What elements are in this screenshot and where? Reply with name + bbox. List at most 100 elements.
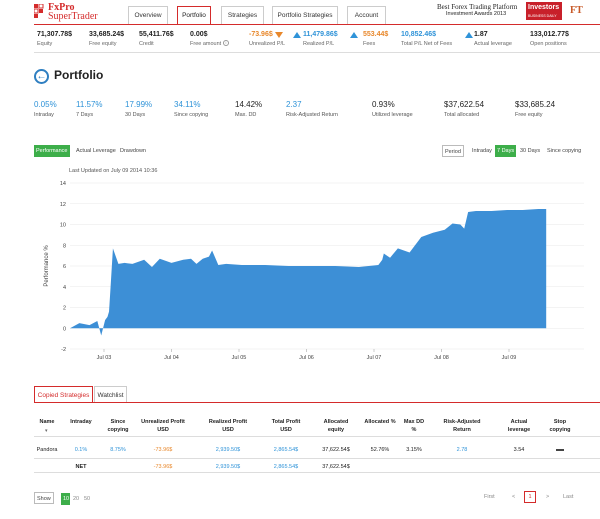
metric-value-risk-adjusted-return: 2.37	[286, 100, 302, 109]
nav-account[interactable]: Account	[347, 6, 386, 24]
tab-copied-strategies[interactable]: Copied Strategies	[34, 386, 93, 403]
table-header-allocated-equity[interactable]: Allocated equity	[323, 419, 349, 433]
table-cell: 2,865.54$	[273, 447, 299, 453]
table-cell[interactable]: Pandora	[36, 447, 58, 453]
table-header-since-copying[interactable]: Since copying	[107, 419, 129, 433]
table-header-unrealized-profit-usd[interactable]: Unrealized Profit USD	[141, 419, 185, 433]
performance-area	[70, 208, 547, 336]
nav-portfolio[interactable]: Portfolio	[177, 6, 211, 24]
table-header-stop-copying[interactable]: Stop copying	[549, 419, 571, 433]
y-tick-label: 8	[63, 243, 66, 249]
page-size-50[interactable]: 50	[84, 496, 91, 502]
x-tick-label: Jul 04	[164, 355, 179, 361]
table-header-actual-leverage[interactable]: Actual leverage	[507, 419, 531, 433]
table-header-name[interactable]: Name	[39, 419, 55, 425]
y-tick-label: 10	[60, 223, 66, 229]
table-cell: 37,622.54$	[322, 447, 350, 453]
table-divider	[34, 436, 600, 437]
stat-value-free-amount: 0.00$	[190, 31, 208, 38]
metric-label-total-allocated: Total allocated	[444, 112, 480, 118]
table-header-realized-profit-usd[interactable]: Realized Profit USD	[208, 419, 248, 433]
stat-label-actual-leverage: Actual leverage	[474, 41, 512, 47]
table-cell: -73.96$	[153, 464, 173, 470]
period-since-copying[interactable]: Since copying	[547, 148, 582, 154]
tab-underline	[34, 402, 600, 403]
y-tick-label: 0	[63, 326, 66, 332]
triangle-down-icon	[275, 32, 283, 38]
pagination-prev[interactable]: <	[512, 494, 516, 500]
table-cell: NET	[75, 464, 87, 470]
chart-tab-performance[interactable]: Performance	[34, 145, 70, 157]
x-tick-label: Jul 05	[232, 355, 247, 361]
chart-tab-actual-leverage[interactable]: Actual Leverage	[76, 148, 116, 154]
nav-underline	[34, 24, 600, 25]
back-arrow-icon[interactable]: ←	[34, 69, 49, 84]
chart-tab-drawdown[interactable]: Drawdown	[120, 148, 146, 154]
metric-label-max-dd: Max. DD	[235, 112, 257, 118]
nav-overview[interactable]: Overview	[128, 6, 168, 24]
period-intraday[interactable]: Intraday	[472, 148, 492, 154]
pagination-next[interactable]: >	[546, 494, 550, 500]
period-button[interactable]: Period	[442, 145, 464, 157]
metric-label-intraday: Intraday	[34, 112, 54, 118]
pagination-last[interactable]: Last	[563, 494, 574, 500]
y-tick-label: -2	[61, 347, 66, 353]
award-subtitle: Investment Awards 2013	[446, 11, 507, 17]
pagination-first[interactable]: First	[484, 494, 495, 500]
triangle-up-icon	[465, 32, 473, 38]
page-size-20[interactable]: 20	[73, 496, 80, 502]
table-cell: 0.1%	[74, 447, 88, 453]
info-icon[interactable]: i	[223, 40, 229, 46]
table-header-max-dd-[interactable]: Max DD %	[403, 419, 425, 433]
metric-value-since-copying: 34.11%	[174, 100, 201, 109]
period-7-days[interactable]: 7 Days	[495, 145, 517, 157]
y-tick-label: 12	[60, 202, 66, 208]
table-cell: 3.54	[513, 447, 525, 453]
y-tick-label: 2	[63, 306, 66, 312]
stat-label-realized-p-l: Realized P/L	[303, 41, 335, 47]
metric-value-7-days: 11.57%	[76, 100, 103, 109]
y-tick-label: 14	[60, 181, 66, 187]
table-header-allocated-[interactable]: Allocated %	[364, 419, 396, 425]
metric-label-7-days: 7 Days	[76, 112, 94, 118]
investors-business-daily-logo: Investors BUSINESS DAILY	[526, 2, 562, 20]
metric-value-max-dd: 14.42%	[235, 100, 263, 109]
x-tick-label: Jul 07	[367, 355, 382, 361]
last-updated-text: Last Updated on July 09 2014 10:36	[69, 168, 158, 174]
stop-copying-icon[interactable]	[556, 449, 564, 451]
stat-value-free-equity: 33,685.24$	[89, 31, 125, 38]
award-title: Best Forex Trading Platform	[437, 3, 518, 11]
table-header-risk-adjusted-return[interactable]: Risk-Adjusted Return	[443, 419, 481, 433]
x-tick-label: Jul 03	[97, 355, 112, 361]
x-tick-label: Jul 08	[434, 355, 449, 361]
period-30-days[interactable]: 30 Days	[520, 148, 541, 154]
table-cell: 8.75%	[110, 447, 126, 453]
table-cell: -73.96$	[153, 447, 173, 453]
metric-label-risk-adjusted-return: Risk-Adjusted Return	[286, 112, 338, 118]
table-cell: 3.15%	[406, 447, 422, 453]
stat-label-credit: Credit	[139, 41, 154, 47]
metric-value-30-days: 17.99%	[125, 100, 153, 109]
logo-text-fxpro[interactable]: FxPro	[48, 2, 75, 13]
pagination-page-1[interactable]: 1	[524, 491, 536, 503]
metric-label-utilized-leverage: Utilized leverage	[372, 112, 413, 118]
sort-arrow-icon[interactable]: ▾	[45, 428, 48, 434]
x-tick-label: Jul 06	[299, 355, 314, 361]
triangle-up-icon	[350, 32, 358, 38]
tab-watchlist[interactable]: Watchlist	[94, 386, 127, 403]
page-title: Portfolio	[54, 68, 104, 82]
fxpro-logo-icon	[33, 3, 44, 22]
performance-chart: -2 0 2 4 6 8 10 12 14 Jul 03 Jul 04 Jul 05 Jul 06 Jul…	[44, 181, 584, 361]
ft-logo: FT	[570, 5, 583, 16]
y-tick-label: 4	[63, 285, 66, 291]
table-header-total-profit-usd[interactable]: Total Profit USD	[271, 419, 301, 433]
table-cell: 52.76%	[370, 447, 390, 453]
page-size-10[interactable]: 10	[61, 493, 70, 505]
logo-text-supertrader[interactable]: SuperTrader	[48, 11, 98, 22]
table-cell: 2,939.50$	[215, 464, 241, 470]
stat-value-open-positions: 133,012.77$	[530, 31, 569, 38]
stat-label-total-p-l-net-of-fees: Total P/L Net of Fees	[401, 41, 453, 47]
nav-strategies[interactable]: Strategies	[221, 6, 264, 24]
table-header-intraday[interactable]: Intraday	[70, 419, 92, 425]
nav-portfolio-strategies[interactable]: Portfolio Strategies	[272, 6, 338, 24]
